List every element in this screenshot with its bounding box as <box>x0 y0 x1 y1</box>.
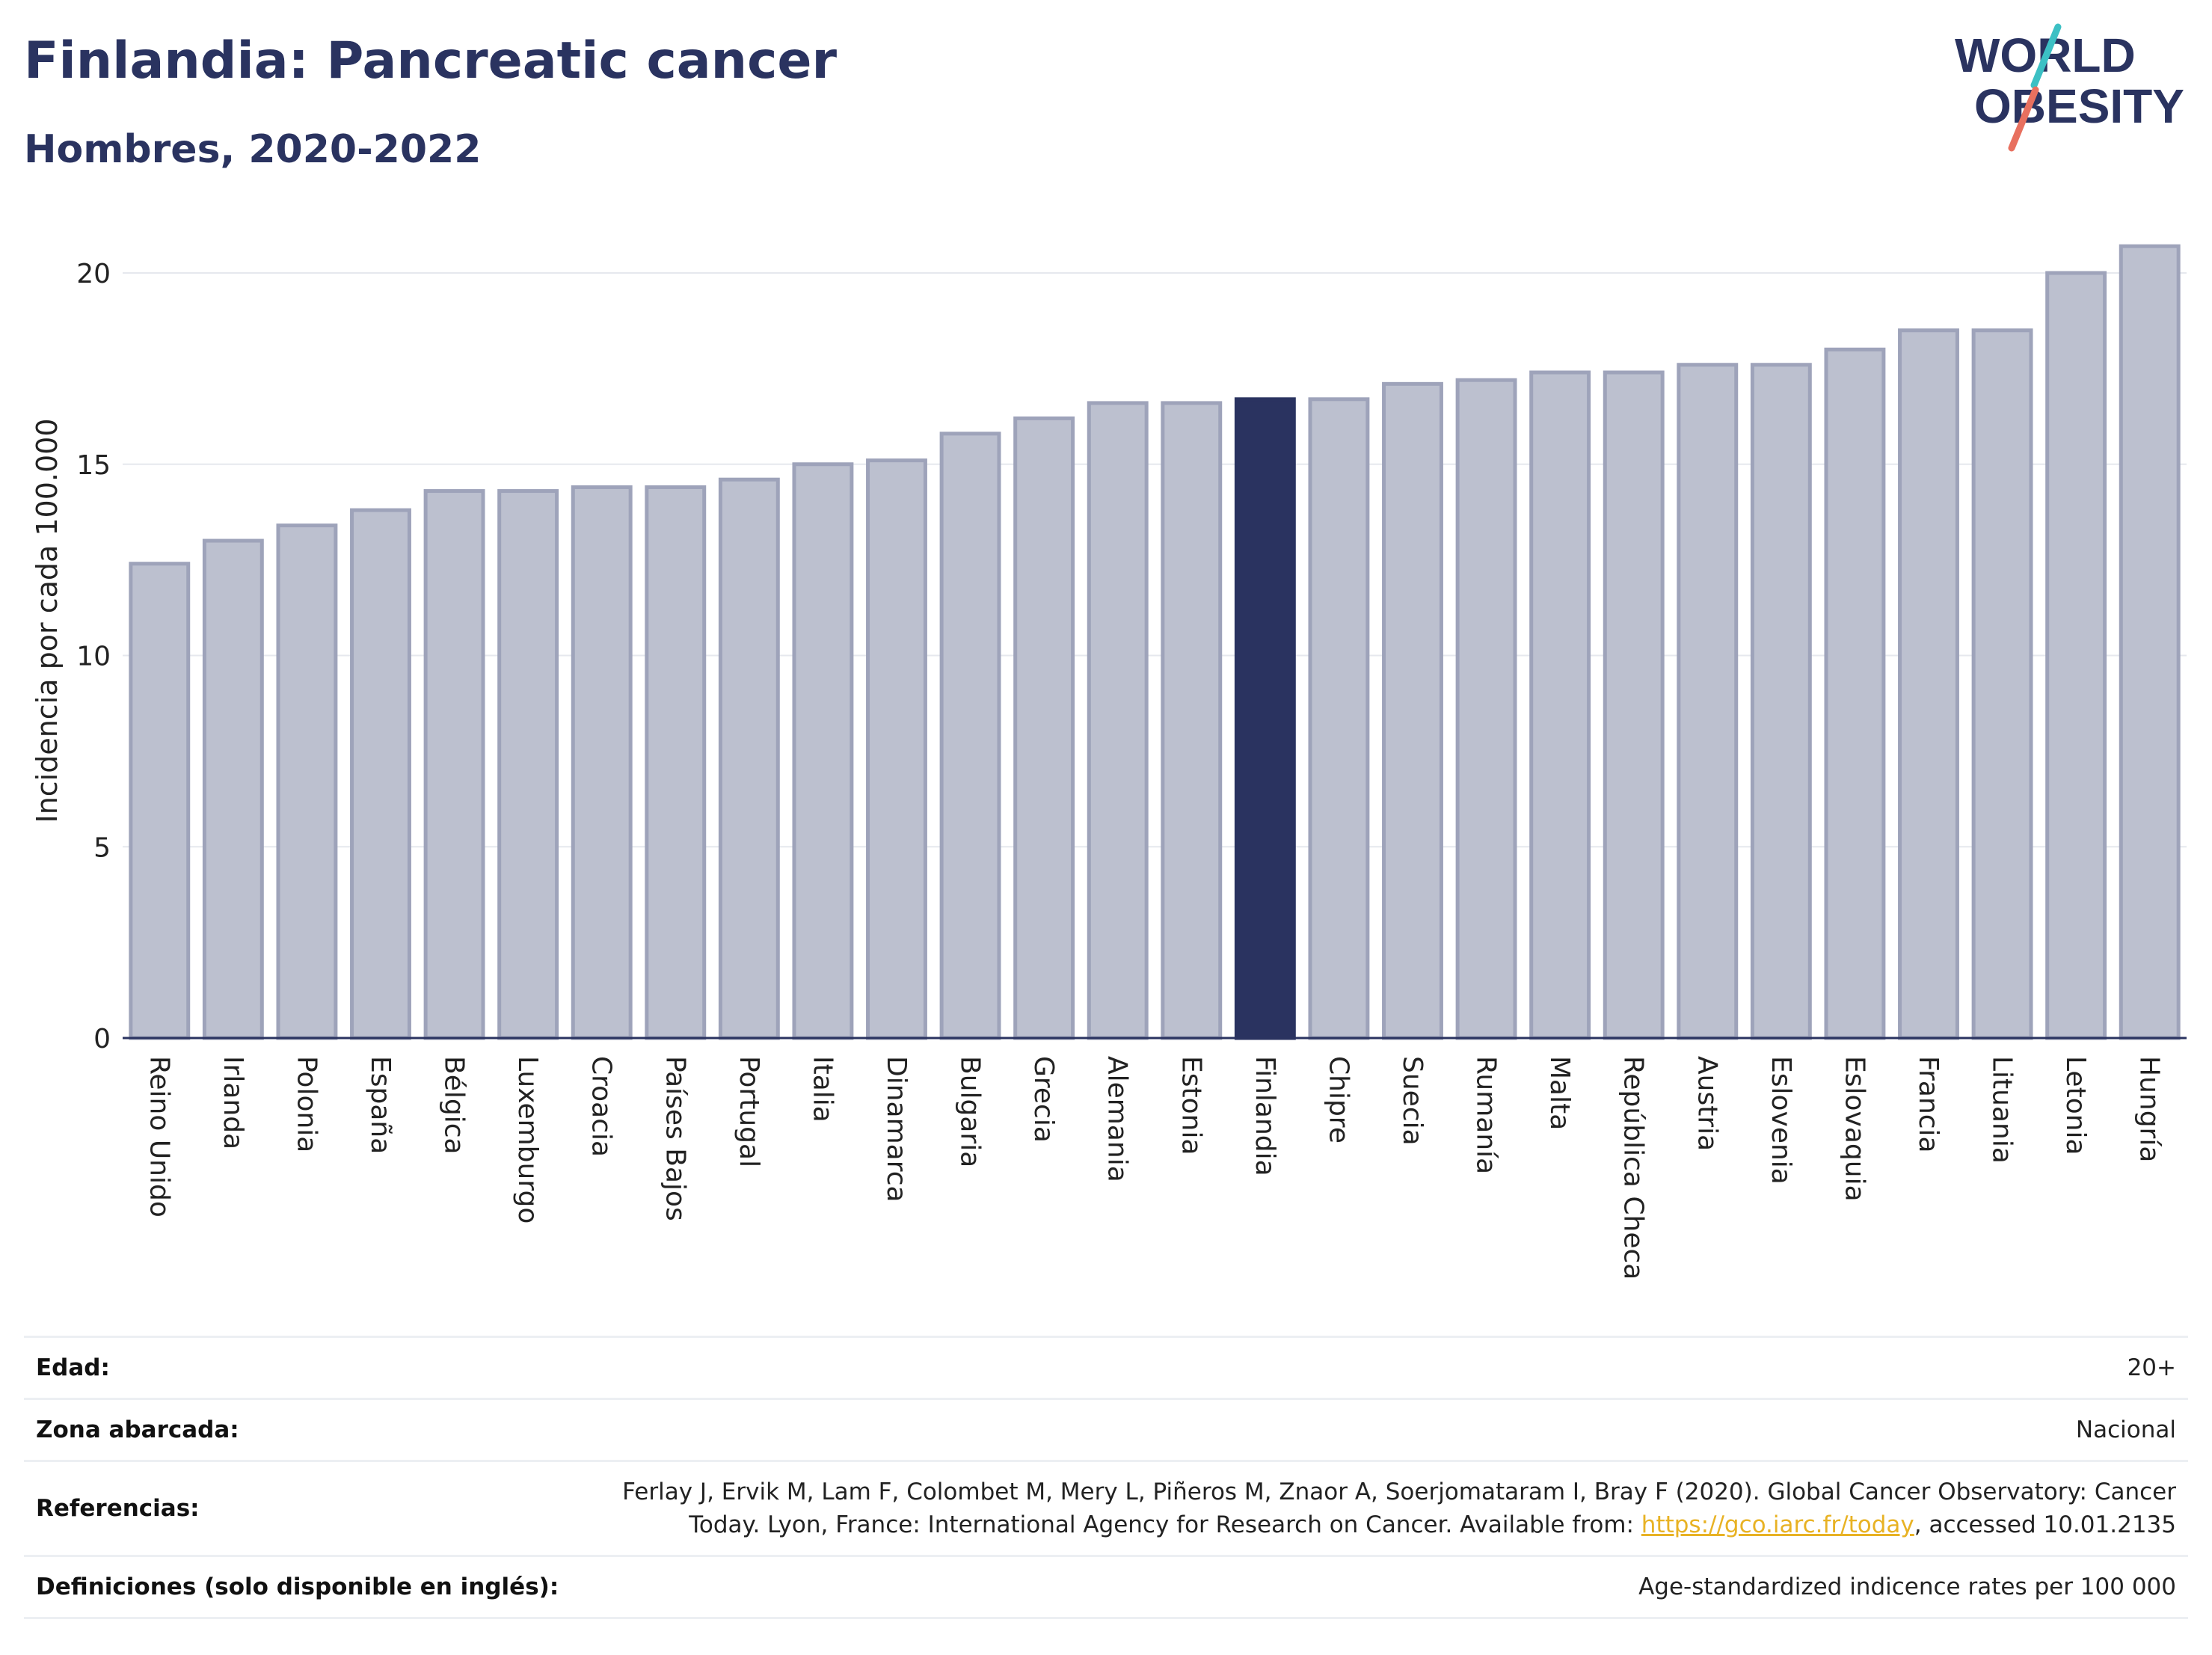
bar <box>1087 401 1149 1040</box>
bar <box>1382 381 1443 1040</box>
bar <box>571 485 633 1040</box>
bar <box>939 432 1001 1040</box>
bar <box>866 458 927 1040</box>
x-tick-label: Malta <box>1544 1056 1575 1130</box>
age-value: 20+ <box>2127 1354 2176 1381</box>
x-tick-label: Croacia <box>586 1056 617 1157</box>
definitions-value: Age-standardized indicence rates per 100… <box>1638 1573 2176 1600</box>
y-tick-label: 20 <box>76 259 111 289</box>
axes: 0 5 10 15 20 Reino Unido Irlanda Polonia España B… <box>76 259 2187 1280</box>
info-row-definitions: Definiciones (solo disponible en inglés)… <box>24 1555 2188 1619</box>
bar <box>1603 370 1665 1040</box>
y-axis-label: Incidencia por cada 100.000 <box>31 418 64 823</box>
info-row-references: Referencias: Ferlay J, Ervik M, Lam F, C… <box>24 1460 2188 1555</box>
bar <box>1013 416 1075 1040</box>
references-line-2-end: , accessed 10.01.2135 <box>1914 1511 2176 1538</box>
y-tick-label: 15 <box>76 450 111 481</box>
logo-slash-teal <box>2030 23 2062 89</box>
chart-title: Finlandia: Pancreatic cancer <box>24 31 838 90</box>
references-link[interactable]: https://gco.iarc.fr/today <box>1641 1511 1914 1538</box>
x-tick-label: España <box>365 1056 396 1154</box>
x-tick-label: Portugal <box>734 1056 764 1167</box>
x-tick-label: Chipre <box>1323 1056 1354 1143</box>
x-tick-label: Francia <box>1913 1056 1944 1153</box>
bar <box>423 489 485 1040</box>
x-tick-label: Dinamarca <box>881 1056 912 1203</box>
x-tick-label: Estonia <box>1176 1056 1206 1155</box>
x-tick-label: Suecia <box>1397 1056 1428 1146</box>
zone-label: Zona abarcada: <box>36 1416 239 1443</box>
y-tick-label: 5 <box>93 832 111 863</box>
bar <box>129 562 191 1040</box>
references-value: Ferlay J, Ervik M, Lam F, Colombet M, Me… <box>622 1476 2176 1541</box>
info-row-zone: Zona abarcada: Nacional <box>24 1398 2188 1460</box>
bar <box>1529 370 1591 1040</box>
bar <box>645 485 707 1040</box>
x-tick-label: Bulgaria <box>955 1056 986 1167</box>
y-tick-label: 10 <box>76 642 111 672</box>
bar <box>276 523 338 1040</box>
world-obesity-logo: WORLD OBESITY <box>1955 23 2184 152</box>
references-line-2: Today. Lyon, France: International Agenc… <box>689 1511 1641 1538</box>
x-tick-label: Irlanda <box>218 1056 248 1149</box>
y-tick-label: 0 <box>93 1024 111 1054</box>
zone-value: Nacional <box>2075 1416 2176 1443</box>
x-tick-label: Finlandia <box>1250 1056 1280 1176</box>
definitions-label: Definiciones (solo disponible en inglés)… <box>36 1573 559 1600</box>
info-table: Edad: 20+ Zona abarcada: Nacional Refere… <box>24 1336 2188 1619</box>
bar <box>1677 363 1739 1040</box>
bar <box>1971 328 2033 1040</box>
x-tick-label: Eslovenia <box>1766 1056 1796 1185</box>
bar-chart: 0 5 10 15 20 Reino Unido Irlanda Polonia España B… <box>31 244 2187 1280</box>
bar-highlighted <box>1234 397 1296 1040</box>
bar <box>1824 347 1886 1040</box>
x-tick-label: Hungría <box>2134 1056 2165 1162</box>
x-tick-label: Países Bajos <box>660 1056 690 1221</box>
bar <box>792 462 854 1040</box>
age-label: Edad: <box>36 1354 110 1381</box>
bar <box>718 477 780 1040</box>
x-tick-label: Rumanía <box>1471 1056 1502 1174</box>
bar <box>2045 271 2107 1040</box>
bar <box>202 538 264 1040</box>
bar <box>1898 328 1959 1040</box>
x-tick-label: Austria <box>1692 1056 1722 1151</box>
x-tick-label: Alemania <box>1102 1056 1133 1182</box>
x-tick-label: Reino Unido <box>144 1056 174 1218</box>
x-tick-label: Letonia <box>2060 1056 2091 1155</box>
bar <box>2119 244 2181 1040</box>
bar <box>1308 397 1370 1040</box>
logo-slash-coral <box>2008 86 2039 152</box>
bar <box>1750 363 1812 1040</box>
info-row-age: Edad: 20+ <box>24 1336 2188 1398</box>
bar <box>1161 401 1223 1040</box>
bars <box>129 244 2181 1040</box>
x-tick-label: República Checa <box>1618 1056 1649 1280</box>
references-label: Referencias: <box>36 1495 200 1522</box>
x-tick-label: Lituania <box>1987 1056 2018 1164</box>
x-tick-label: Italia <box>807 1056 838 1123</box>
references-line-1: Ferlay J, Ervik M, Lam F, Colombet M, Me… <box>622 1479 2176 1505</box>
bar <box>1455 378 1517 1040</box>
x-tick-label: Grecia <box>1028 1056 1059 1143</box>
chart-subtitle: Hombres, 2020-2022 <box>24 127 482 172</box>
bar <box>497 489 559 1040</box>
x-tick-label: Bélgica <box>439 1056 470 1155</box>
logo-text-obesity: OBESITY <box>1974 79 2184 133</box>
bar <box>350 508 411 1040</box>
x-tick-label: Luxemburgo <box>512 1056 543 1223</box>
x-tick-label: Eslovaquia <box>1839 1056 1870 1202</box>
x-tick-label: Polonia <box>291 1056 322 1152</box>
